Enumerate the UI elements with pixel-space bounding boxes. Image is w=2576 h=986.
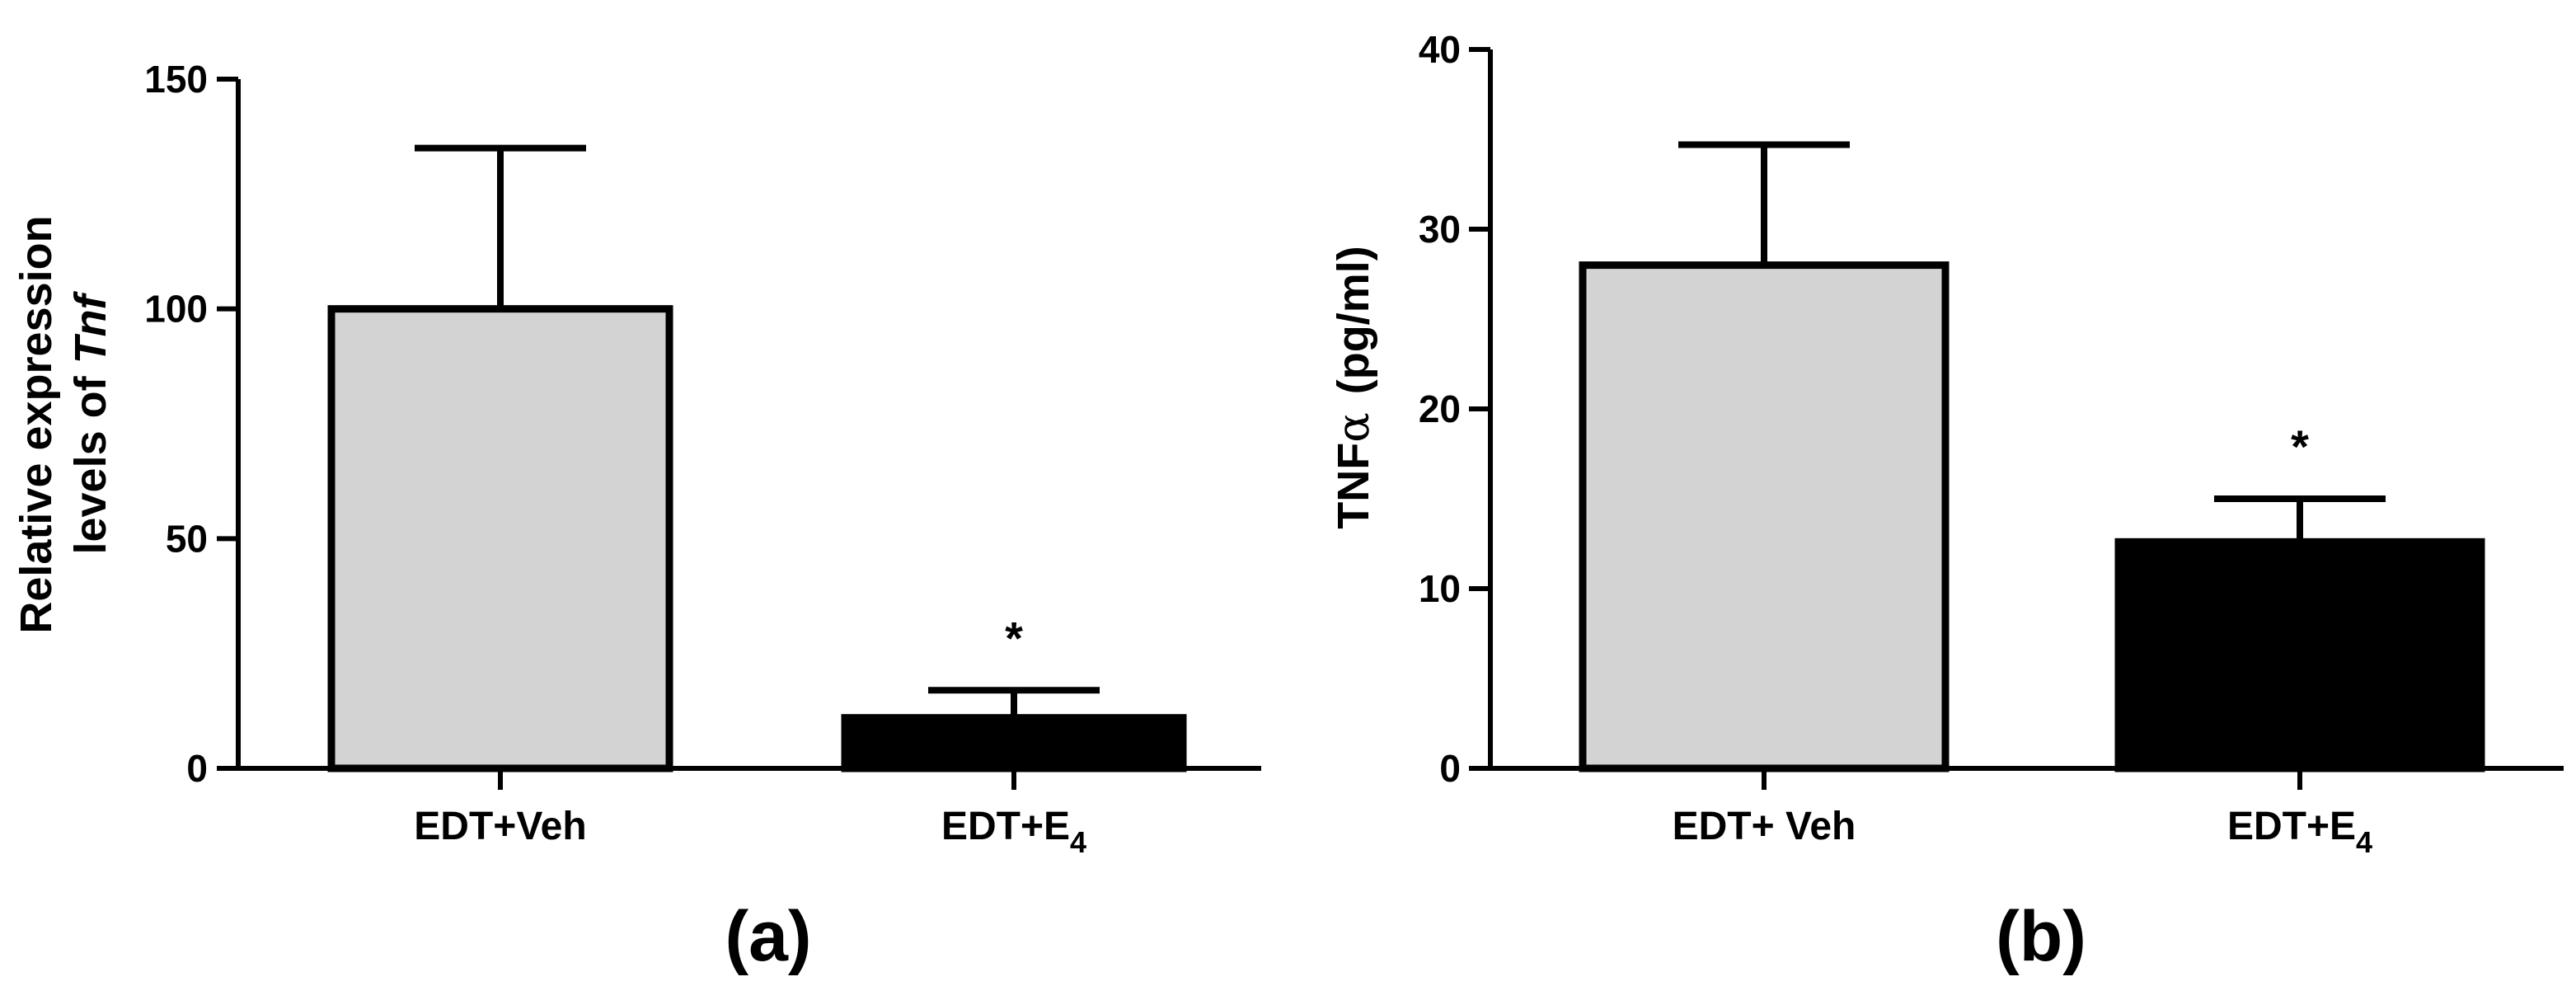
y-axis-label-b-tnf: TNF [1329, 443, 1378, 529]
category-labels-a: EDT+Veh EDT+E4 [414, 768, 1086, 859]
y-ticks-b: 0 10 20 30 40 [1419, 28, 1490, 790]
bar-a-0 [327, 305, 673, 772]
y-tick-label-a-1: 50 [166, 517, 208, 560]
y-tick-label-a-0: 0 [186, 747, 208, 790]
y-axis-label-a: Relative expression [12, 215, 61, 633]
category-labels-b: EDT+ Veh EDT+E4 [1673, 768, 2372, 859]
bar-b-0 [1579, 261, 1950, 772]
significance-marker-b-1: * [2291, 420, 2309, 472]
category-label-a-1: EDT+E4 [941, 805, 1086, 859]
category-label-b-1: EDT+E4 [2227, 805, 2372, 859]
y-tick-label-b-2: 20 [1419, 387, 1461, 430]
y-axis-label-a-gene: Tnf [66, 290, 115, 364]
panel-label-a: (a) [725, 897, 811, 976]
y-tick-label-b-1: 10 [1419, 567, 1461, 610]
category-label-a-0: EDT+Veh [414, 805, 586, 848]
y-tick-label-b-0: 0 [1439, 747, 1461, 790]
y-axis-label-b-alpha: α [1327, 412, 1379, 442]
panel-label-b: (b) [1996, 897, 2086, 976]
chart-panel-a: 0 50 100 150 * EDT+Veh EDT+E4 Relative expre… [12, 58, 1261, 976]
y-axis-label-a-line1: Relative expression [12, 215, 61, 633]
y-tick-label-a-2: 100 [144, 288, 208, 331]
significance-marker-a-1: * [1005, 612, 1023, 664]
chart-panel-b: 0 10 20 30 40 * EDT+ Veh EDT+E4 TNFα (pg/ml) (… [1327, 28, 2564, 976]
bar-a-1 [841, 714, 1187, 772]
bar-b-1 [2114, 538, 2485, 772]
y-axis-label-a-line2: levels of [66, 364, 115, 554]
bars-a: * [327, 144, 1187, 772]
y-tick-label-b-3: 30 [1419, 208, 1461, 251]
category-label-b-0: EDT+ Veh [1673, 805, 1856, 848]
y-ticks-a: 0 50 100 150 [144, 58, 238, 790]
y-axis-label-a-2: levels of Tnf [66, 290, 115, 554]
bars-b: * [1579, 141, 2485, 772]
y-axis-label-b-unit: (pg/ml) [1329, 246, 1378, 394]
y-tick-label-a-3: 150 [144, 58, 208, 101]
y-axis-label-b: TNFα (pg/ml) [1327, 246, 1379, 528]
y-tick-label-b-4: 40 [1419, 28, 1461, 71]
